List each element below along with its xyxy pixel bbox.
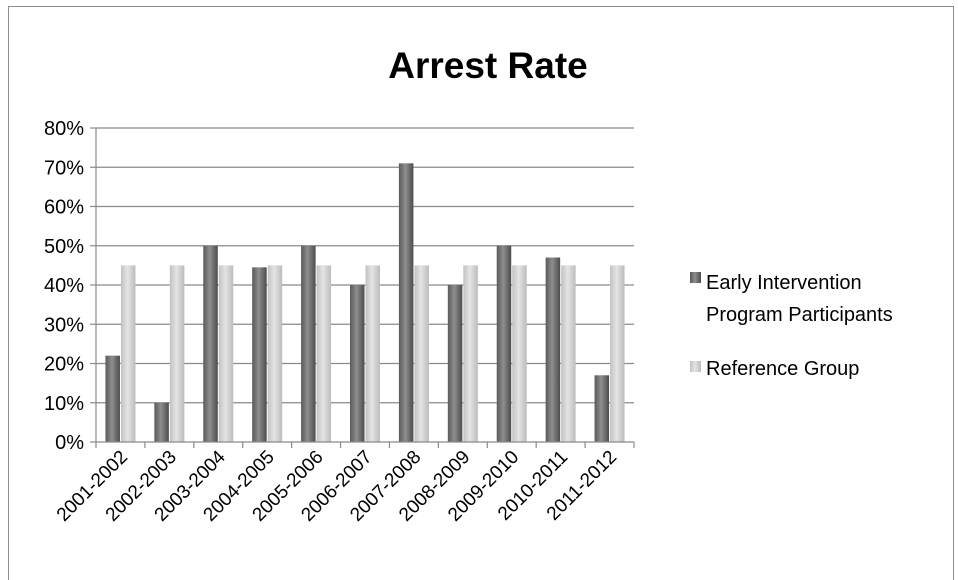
bar-early-intervention: [545, 257, 561, 442]
y-tick-label: 40%: [44, 275, 84, 297]
bars: [105, 163, 625, 442]
y-tick-label: 50%: [44, 236, 84, 258]
legend: Early Intervention Program Participants …: [690, 272, 893, 380]
bar-early-intervention: [350, 285, 365, 442]
legend-label-early-intervention-line2: Program Participants: [706, 304, 893, 326]
bar-reference-group: [120, 265, 136, 442]
legend-swatch-early-intervention: [690, 272, 701, 283]
bar-early-intervention: [105, 355, 120, 442]
bar-early-intervention: [252, 267, 267, 442]
y-tick-label: 30%: [44, 314, 84, 336]
y-tick-label: 60%: [44, 197, 84, 219]
gridlines: [90, 127, 634, 443]
y-tick-label: 10%: [44, 393, 84, 415]
bar-early-intervention: [154, 402, 169, 442]
y-tick-label: 0%: [55, 432, 84, 454]
bar-early-intervention: [496, 245, 512, 442]
legend-label-reference-group: Reference Group: [706, 358, 859, 380]
bar-early-intervention: [398, 163, 414, 442]
bar-early-intervention: [594, 375, 610, 442]
bar-reference-group: [414, 265, 429, 442]
legend-label-early-intervention-line1: Early Intervention: [706, 272, 862, 294]
chart-title: Arrest Rate: [388, 45, 587, 86]
bar-reference-group: [561, 265, 576, 442]
bar-early-intervention: [203, 245, 218, 442]
chart-frame: [8, 6, 954, 580]
bar-reference-group: [365, 265, 380, 442]
bar-reference-group: [267, 265, 283, 442]
bar-reference-group: [512, 265, 527, 442]
x-tick-labels: 2001-20022002-20032003-20042004-20052005…: [53, 446, 621, 525]
bar-early-intervention: [301, 245, 316, 442]
y-tick-label: 80%: [44, 118, 84, 140]
y-tick-labels: 0% 10% 20% 30% 40% 50% 60% 70% 80%: [44, 118, 84, 454]
legend-swatch-reference-group: [690, 361, 701, 372]
bar-reference-group: [218, 265, 234, 442]
bar-early-intervention: [447, 285, 463, 442]
y-tick-label: 70%: [44, 157, 84, 179]
bar-reference-group: [463, 265, 478, 442]
bar-reference-group: [169, 265, 185, 442]
y-tick-label: 20%: [44, 354, 84, 376]
axes: [95, 128, 635, 448]
bar-reference-group: [610, 265, 625, 442]
bar-reference-group: [316, 265, 332, 442]
